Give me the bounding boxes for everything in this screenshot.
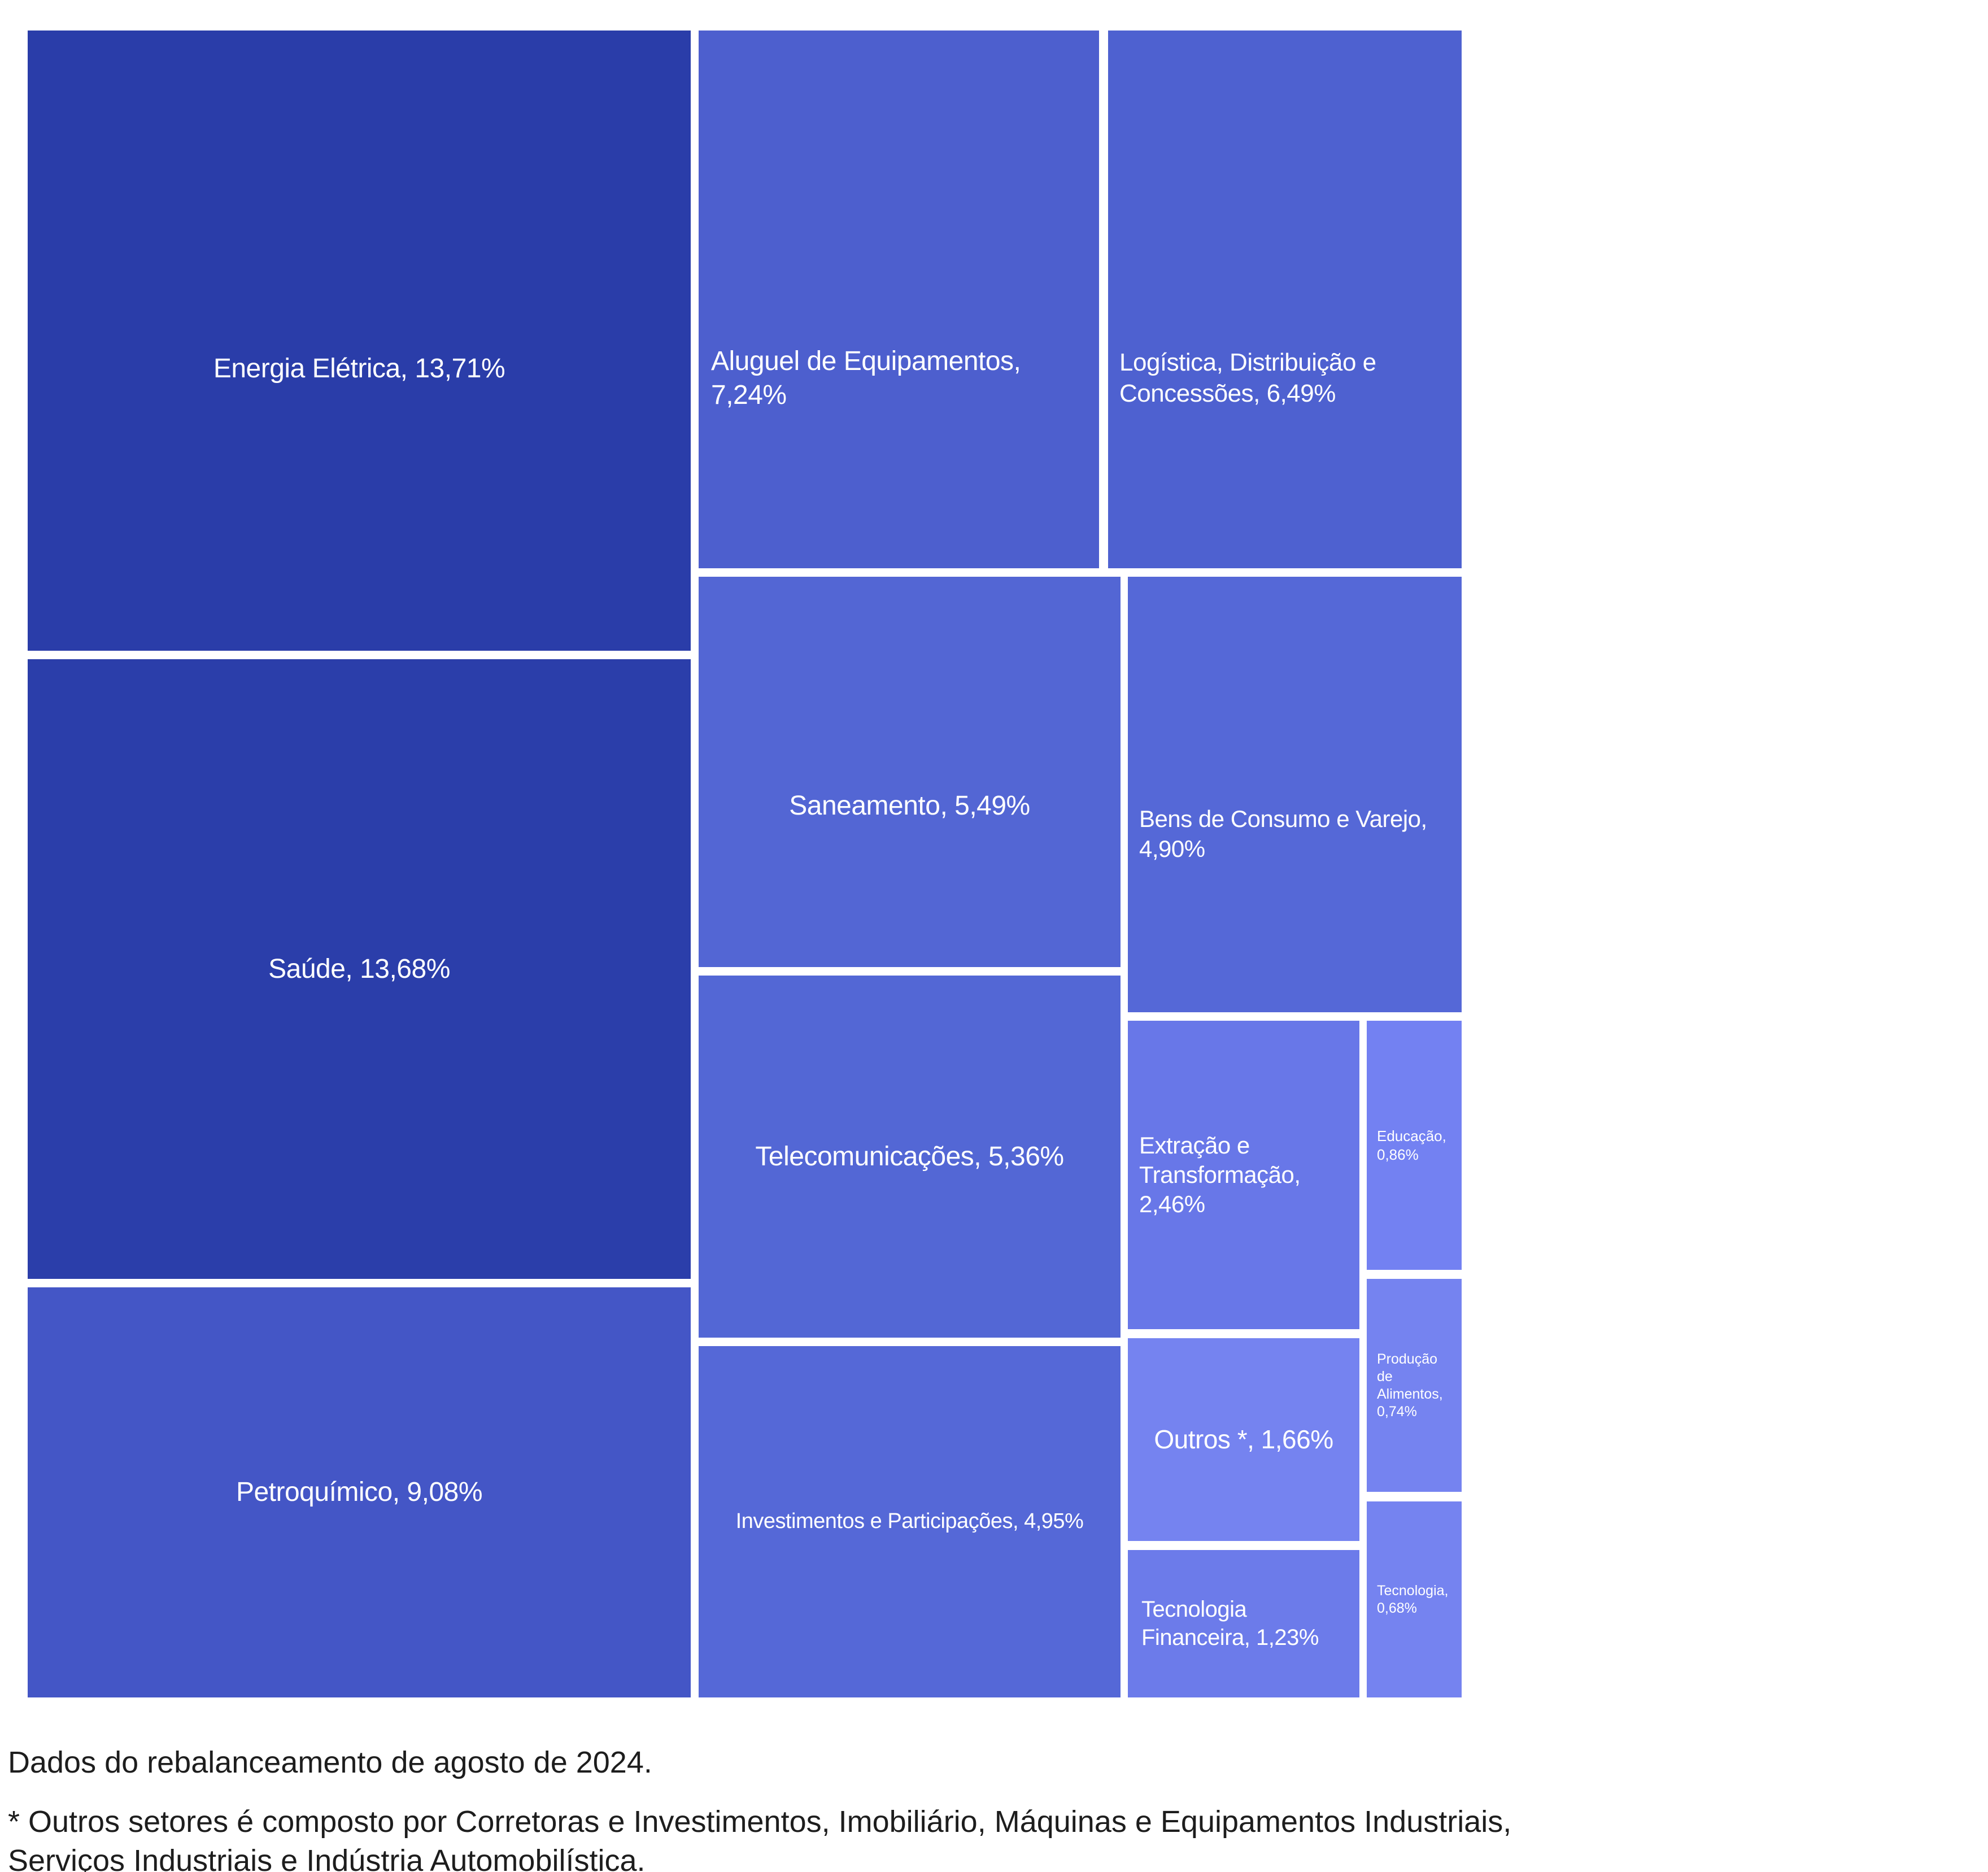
footer: Dados do rebalanceamento de agosto de 20… (8, 1743, 1973, 1872)
treemap-tile-aluguel-de-equipamentos: Aluguel de Equipamentos, 7,24% (699, 31, 1099, 568)
treemap-tile-telecomunicacoes: Telecomunicações, 5,36% (699, 976, 1121, 1338)
tile-label-tecnologia-financeira: Tecnologia Financeira, 1,23% (1141, 1596, 1319, 1650)
treemap-tile-petroquimico: Petroquímico, 9,08% (28, 1287, 691, 1697)
treemap-tile-producao-de-alimentos: Produção de Alimentos, 0,74% (1367, 1279, 1462, 1492)
treemap-tile-bens-de-consumo-e-varejo: Bens de Consumo e Varejo, 4,90% (1128, 577, 1462, 1012)
tile-label-saneamento: Saneamento, 5,49% (789, 790, 1030, 821)
tile-label-saude: Saúde, 13,68% (268, 954, 450, 984)
tile-label-telecomunicacoes: Telecomunicações, 5,36% (755, 1141, 1064, 1172)
treemap-tile-tecnologia: Tecnologia, 0,68% (1367, 1501, 1462, 1697)
treemap-tile-energia-eletrica: Energia Elétrica, 13,71% (28, 31, 691, 651)
tile-label-extracao-e-transformacao: Extração e Transformação, 2,46% (1139, 1131, 1301, 1218)
tile-label-energia-eletrica: Energia Elétrica, 13,71% (213, 354, 505, 384)
treemap-tile-tecnologia-financeira: Tecnologia Financeira, 1,23% (1128, 1550, 1359, 1697)
tile-label-aluguel-de-equipamentos: Aluguel de Equipamentos, 7,24% (711, 346, 1021, 410)
treemap-tile-saneamento: Saneamento, 5,49% (699, 577, 1121, 967)
tile-label-bens-de-consumo-e-varejo: Bens de Consumo e Varejo, 4,90% (1139, 806, 1427, 862)
treemap-tile-educacao: Educação, 0,86% (1367, 1021, 1462, 1270)
treemap-tile-outros: Outros *, 1,66% (1128, 1338, 1359, 1541)
tile-label-logistica-distribuicao-concessoes: Logística, Distribuição e Concessões, 6,… (1119, 349, 1376, 407)
footer-outros-asterisk-note: * Outros setores é composto por Corretor… (8, 1805, 1512, 1872)
tile-label-outros: Outros *, 1,66% (1154, 1424, 1333, 1454)
treemap-tile-saude: Saúde, 13,68% (28, 659, 691, 1279)
treemap-tile-investimentos-e-participacoes: Investimentos e Participações, 4,95% (699, 1346, 1121, 1697)
treemap-tile-extracao-e-transformacao: Extração e Transformação, 2,46% (1128, 1021, 1359, 1329)
tile-label-investimentos-e-participacoes: Investimentos e Participações, 4,95% (735, 1509, 1084, 1534)
tile-label-petroquimico: Petroquímico, 9,08% (236, 1477, 483, 1508)
footer-rebalance-date-note: Dados do rebalanceamento de agosto de 20… (8, 1745, 652, 1779)
tile-label-producao-de-alimentos: Produção de Alimentos, 0,74% (1377, 1351, 1443, 1420)
tile-label-educacao: Educação, 0,86% (1377, 1127, 1446, 1163)
tile-label-tecnologia: Tecnologia, 0,68% (1377, 1582, 1449, 1616)
treemap-tile-logistica-distribuicao-concessoes: Logística, Distribuição e Concessões, 6,… (1108, 31, 1462, 568)
